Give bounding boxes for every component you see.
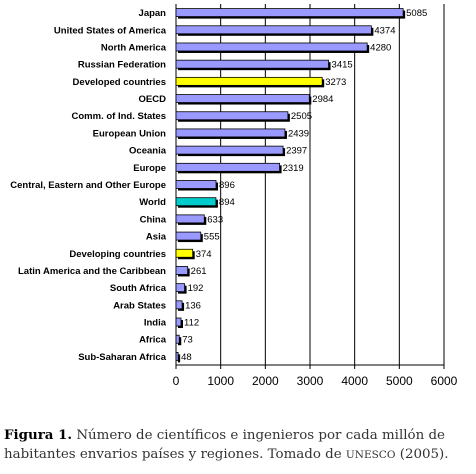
bar	[175, 231, 202, 241]
chart-area: 0 1000 2000 3000 4000 5000 6000 Japan 5085 United…	[10, 4, 458, 388]
x-tick-label: 5000	[386, 374, 413, 388]
category-label: Developing countries	[69, 249, 166, 260]
data-label: 261	[191, 266, 207, 277]
bar	[175, 42, 368, 52]
data-label: 2397	[286, 146, 307, 157]
bar	[175, 76, 323, 86]
bar	[175, 266, 189, 275]
data-label: 112	[184, 318, 199, 329]
category-label: China	[140, 214, 167, 225]
category-label: North America	[101, 42, 167, 53]
x-tick-label: 1000	[207, 374, 234, 388]
category-label: Sub-Saharan Africa	[78, 352, 167, 363]
category-label: Latin America and the Caribbean	[18, 266, 166, 277]
x-tick-label: 4000	[341, 374, 368, 388]
category-label: OECD	[139, 94, 167, 105]
x-tick-label: 0	[173, 374, 180, 388]
bar	[175, 300, 183, 310]
data-label: 4374	[374, 25, 395, 36]
data-label: 73	[182, 335, 193, 346]
caption-source: UNESCO	[345, 449, 396, 461]
category-label: Asia	[146, 232, 167, 243]
bar	[175, 8, 404, 17]
bar-chart: 0 1000 2000 3000 4000 5000 6000 Japan 5085 United…	[10, 4, 458, 388]
category-label: Russian Federation	[78, 60, 166, 71]
bar	[175, 145, 284, 155]
data-label: 3415	[332, 60, 353, 71]
category-label: South Africa	[110, 283, 167, 294]
bar	[175, 283, 185, 293]
bar	[175, 197, 217, 207]
data-label: 192	[188, 283, 204, 294]
data-label: 5085	[406, 8, 427, 19]
bar	[175, 111, 289, 121]
category-label: Japan	[139, 8, 167, 19]
data-label: 4280	[370, 42, 391, 53]
caption-label: Figura 1.	[4, 427, 73, 443]
category-label: India	[144, 318, 167, 329]
bar	[175, 317, 182, 327]
data-label: 896	[219, 180, 235, 191]
figure-caption: Figura 1. Número de científicos e ingeni…	[4, 426, 474, 465]
data-label: 374	[196, 249, 212, 260]
category-label: Comm. of Ind. States	[72, 111, 166, 122]
bar	[175, 162, 280, 172]
data-label: 2439	[288, 128, 309, 139]
data-label: 2984	[312, 94, 333, 105]
bar	[175, 248, 194, 258]
caption-year: (2005).	[399, 447, 449, 462]
data-label: 136	[185, 300, 201, 311]
bar	[175, 214, 205, 224]
x-tick-label: 3000	[297, 374, 324, 388]
data-label: 2505	[291, 111, 312, 122]
caption-text: Número de científicos e ingenieros por c…	[4, 428, 445, 462]
bar	[175, 59, 329, 69]
category-label: Central, Eastern and Other Europe	[10, 180, 166, 191]
category-label: Oceania	[129, 146, 167, 157]
data-label: 555	[204, 232, 220, 243]
data-label: 48	[181, 352, 192, 363]
bar	[175, 128, 286, 138]
data-label: 894	[219, 197, 235, 208]
bar	[175, 25, 372, 35]
category-label: Developed countries	[73, 77, 166, 88]
x-tick-label: 2000	[252, 374, 279, 388]
x-tick-label: 6000	[431, 374, 458, 388]
data-label: 3273	[325, 77, 346, 88]
category-label: Arab States	[113, 300, 166, 311]
bar	[175, 94, 310, 103]
bar-shadow	[178, 354, 181, 363]
category-label: Europe	[133, 163, 166, 174]
category-label: United States of America	[54, 25, 167, 36]
category-label: European Union	[93, 128, 167, 139]
data-label: 633	[207, 214, 223, 225]
bar	[175, 334, 180, 344]
category-label: Africa	[139, 335, 167, 346]
bar	[175, 180, 217, 189]
bar	[175, 352, 179, 361]
category-label: World	[139, 197, 166, 208]
data-label: 2319	[283, 163, 304, 174]
